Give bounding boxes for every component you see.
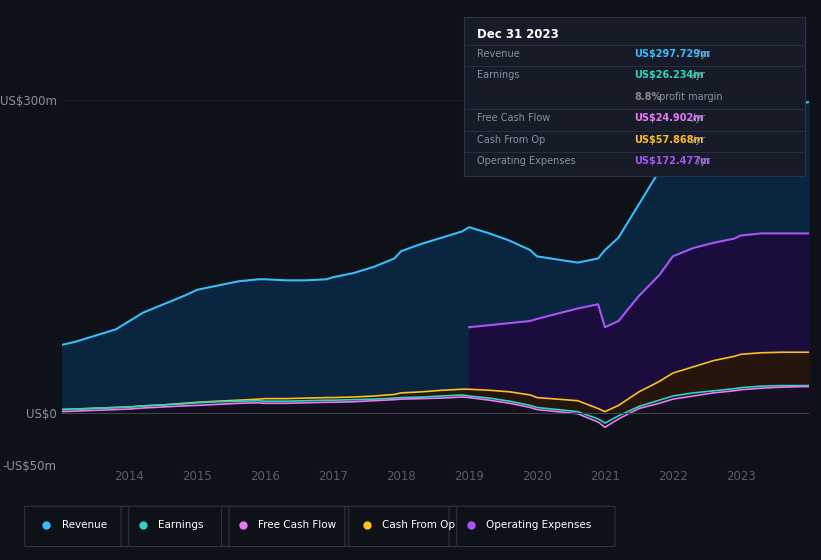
Text: US$297.729m: US$297.729m — [635, 49, 710, 59]
Text: Cash From Op: Cash From Op — [382, 520, 455, 530]
Text: US$24.902m: US$24.902m — [635, 113, 704, 123]
Text: Earnings: Earnings — [158, 520, 204, 530]
Text: Revenue: Revenue — [62, 520, 107, 530]
Text: /yr: /yr — [689, 70, 705, 80]
Text: Revenue: Revenue — [478, 49, 521, 59]
Text: US$172.477m: US$172.477m — [635, 156, 710, 166]
Text: /yr: /yr — [689, 135, 705, 145]
Text: US$57.868m: US$57.868m — [635, 135, 704, 145]
Text: US$26.234m: US$26.234m — [635, 70, 704, 80]
Text: profit margin: profit margin — [656, 92, 722, 102]
Text: Earnings: Earnings — [478, 70, 520, 80]
Text: Operating Expenses: Operating Expenses — [486, 520, 591, 530]
Text: Free Cash Flow: Free Cash Flow — [259, 520, 337, 530]
Text: /yr: /yr — [689, 113, 705, 123]
Text: Free Cash Flow: Free Cash Flow — [478, 113, 551, 123]
Text: /yr: /yr — [695, 156, 710, 166]
Text: Operating Expenses: Operating Expenses — [478, 156, 576, 166]
Text: 8.8%: 8.8% — [635, 92, 662, 102]
Text: /yr: /yr — [695, 49, 710, 59]
Text: Dec 31 2023: Dec 31 2023 — [478, 28, 559, 41]
Text: Cash From Op: Cash From Op — [478, 135, 546, 145]
